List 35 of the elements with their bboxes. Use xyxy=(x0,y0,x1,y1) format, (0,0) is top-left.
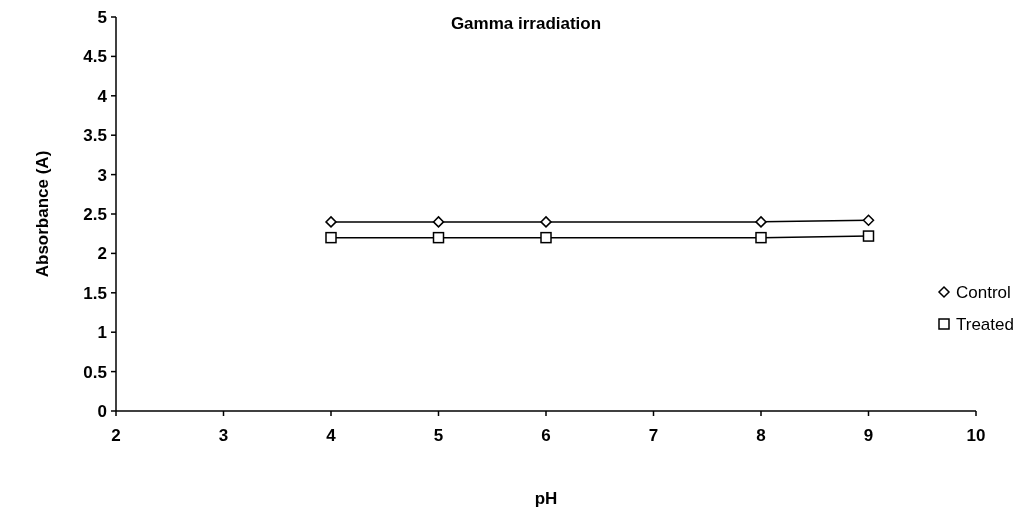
x-tick-label: 4 xyxy=(326,426,337,445)
point xyxy=(862,214,875,227)
y-tick-label: 1 xyxy=(97,323,107,343)
point xyxy=(325,231,337,244)
point xyxy=(540,216,552,228)
x-axis-title: pH xyxy=(534,489,558,507)
legend-label: Treated xyxy=(956,314,1014,334)
y-tick-label: 3.5 xyxy=(83,126,107,146)
x-tick-label: 9 xyxy=(863,426,874,445)
point xyxy=(432,216,445,228)
y-axis-title: Absorbance (A) xyxy=(33,150,52,278)
point xyxy=(755,231,767,244)
y-tick-label: 4 xyxy=(97,86,108,106)
point xyxy=(540,231,552,244)
point xyxy=(862,230,875,242)
x-tick-label: 7 xyxy=(648,426,659,445)
point xyxy=(755,216,767,228)
chart-title: Gamma irradiation xyxy=(450,14,602,33)
x-tick-label: 3 xyxy=(218,426,229,445)
x-tick-label: 10 xyxy=(966,426,986,445)
x-tick-label: 2 xyxy=(111,426,121,445)
y-tick-label: 0.5 xyxy=(83,362,107,382)
y-tick-label: 2 xyxy=(97,244,107,264)
x-tick-label: 6 xyxy=(541,426,551,445)
y-tick-label: 0 xyxy=(97,401,107,421)
y-tick-label: 3 xyxy=(97,165,107,185)
y-tick-label: 2.5 xyxy=(83,204,107,224)
point xyxy=(325,216,337,228)
y-tick-label: 5 xyxy=(97,7,107,27)
y-tick-label: 1.5 xyxy=(83,283,107,303)
y-tick-label: 4.5 xyxy=(83,47,107,67)
x-tick-label: 8 xyxy=(756,426,766,445)
point xyxy=(432,231,445,244)
x-tick-label: 5 xyxy=(433,426,444,445)
legend-label: Control xyxy=(956,282,1011,302)
